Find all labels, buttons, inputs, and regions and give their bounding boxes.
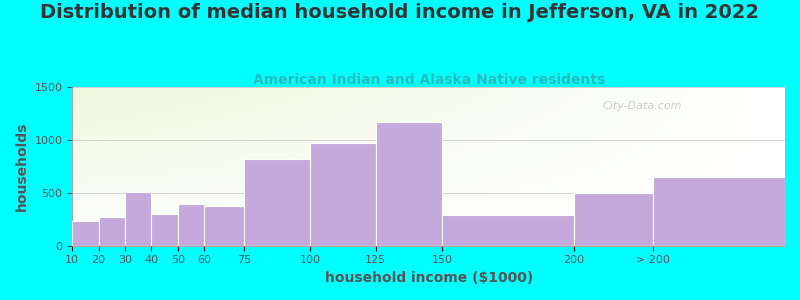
Title: American Indian and Alaska Native residents: American Indian and Alaska Native reside… — [253, 73, 605, 87]
Bar — [151, 214, 178, 246]
Bar — [244, 159, 310, 246]
Bar — [310, 143, 376, 246]
Bar — [178, 205, 204, 246]
Bar — [204, 206, 244, 246]
X-axis label: household income ($1000): household income ($1000) — [325, 271, 533, 285]
Bar — [574, 193, 653, 246]
Bar — [98, 217, 125, 246]
Bar — [442, 214, 574, 246]
Text: Distribution of median household income in Jefferson, VA in 2022: Distribution of median household income … — [41, 3, 759, 22]
Bar — [72, 221, 98, 246]
Bar — [125, 192, 151, 246]
Text: City-Data.com: City-Data.com — [602, 101, 682, 111]
Bar — [376, 122, 442, 246]
Bar — [653, 177, 785, 246]
Y-axis label: households: households — [15, 122, 29, 211]
